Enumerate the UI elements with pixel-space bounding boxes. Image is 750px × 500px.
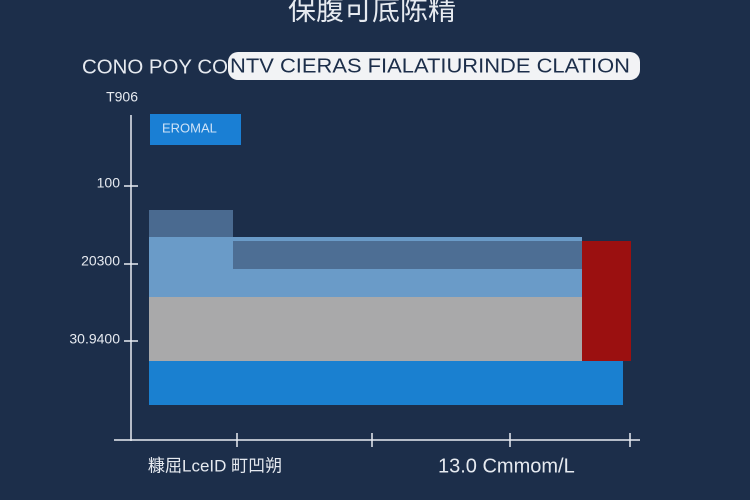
y-label: 20300: [81, 253, 120, 269]
y-label: 100: [97, 175, 121, 191]
y-label: 30.9400: [69, 331, 120, 347]
bar: [582, 241, 631, 361]
legend-swatch: [150, 114, 241, 145]
bar: [233, 241, 582, 269]
x-label: 糠屈LceID 町凹朔: [148, 455, 282, 475]
bar: [149, 210, 233, 238]
bar: [149, 361, 623, 405]
subtitle-highlight: NTV CIERAS FIALATIURINDE CLATION: [230, 55, 630, 77]
bar: [149, 297, 582, 361]
y-label: T906: [106, 89, 138, 105]
subtitle-pill: [228, 52, 640, 80]
title: 保腹可底陈精: [288, 0, 456, 25]
x-label: 13.0 Cmmom/L: [438, 455, 575, 477]
subtitle: CONO POY CO: [82, 56, 228, 78]
legend-label: EROMAL: [162, 120, 217, 135]
